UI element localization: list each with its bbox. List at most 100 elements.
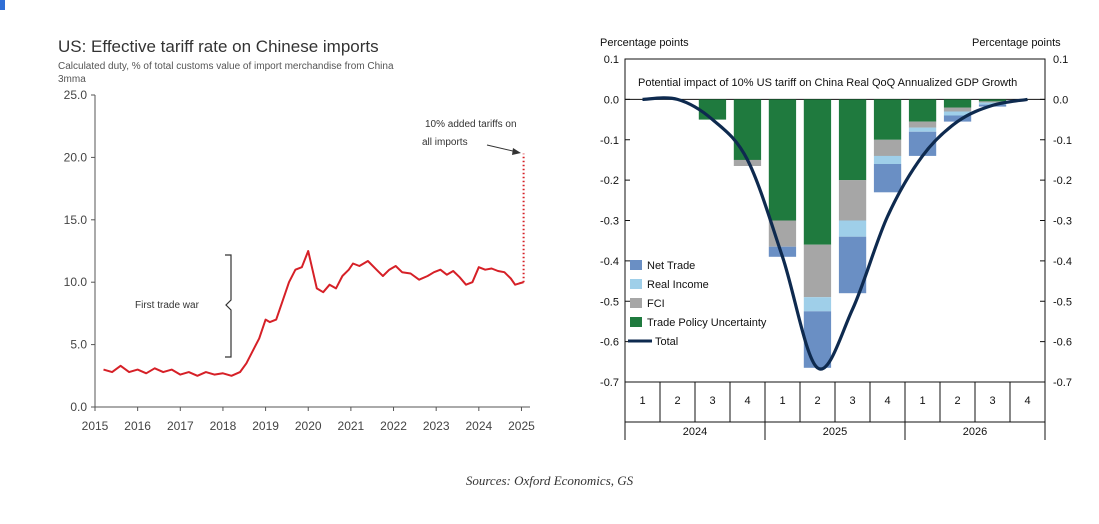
bar-segment-fci (943, 107, 972, 112)
bar-segment-trade-policy-uncertainty (768, 99, 797, 221)
left-y-tick-label: 25.0 (64, 88, 88, 102)
x-quarter-label: 4 (1024, 395, 1030, 407)
legend-swatch-net-trade (630, 260, 642, 270)
x-quarter-label: 2 (954, 395, 960, 407)
right-y-tick-label-right: -0.6 (1053, 337, 1072, 349)
left-x-tick-label: 2024 (465, 419, 492, 433)
legend-label: FCI (647, 298, 665, 310)
bar-segment-trade-policy-uncertainty (803, 99, 832, 245)
x-year-label: 2025 (823, 426, 847, 438)
legend-label: Real Income (647, 279, 709, 291)
legend-swatch-fci (630, 298, 642, 308)
left-x-tick-label: 2025 (508, 419, 535, 433)
annotation-first-trade-war: First trade war (135, 254, 232, 358)
legend-label: Trade Policy Uncertainty (647, 317, 767, 329)
bar-segment-trade-policy-uncertainty (698, 99, 727, 120)
bar-segment-trade-policy-uncertainty (873, 99, 902, 140)
x-quarter-label: 4 (744, 395, 750, 407)
bar-segment-real-income (803, 297, 832, 312)
left-x-tick-label: 2016 (124, 419, 151, 433)
right-y-tick-label-right: -0.5 (1053, 296, 1072, 308)
bar-segment-fci (908, 121, 937, 128)
left-y-tick-label: 0.0 (70, 400, 87, 414)
x-year-label: 2026 (963, 426, 987, 438)
left-chart-title: US: Effective tariff rate on Chinese imp… (58, 37, 379, 56)
x-quarter-label: 1 (919, 395, 925, 407)
total-line (642, 96, 1028, 371)
annotation-arrow (486, 144, 518, 153)
right-legend: Net Trade Real Income FCI Trade Policy Unce… (628, 260, 767, 348)
left-y-tick-label: 15.0 (64, 213, 88, 227)
bar-segment-real-income (908, 127, 937, 132)
legend-swatch-trade-policy-uncertainty (630, 317, 642, 327)
annotation-added-tariffs: 10% added tariffs on all imports (422, 119, 521, 155)
bar-segment-fci (978, 101, 1007, 103)
right-y-tick-label-left: -0.1 (600, 135, 619, 147)
left-x-tick-label: 2021 (338, 419, 365, 433)
right-total-line (642, 96, 1028, 371)
legend-label: Net Trade (647, 260, 695, 272)
right-y-tick-label-left: -0.5 (600, 296, 619, 308)
source-note: Sources: Oxford Economics, GS (465, 473, 634, 488)
right-y-tick-label-left: -0.2 (600, 175, 619, 187)
gdp-impact-chart: Percentage points Percentage points 0.1 0… (600, 37, 1072, 440)
x-quarter-label: 3 (989, 395, 995, 407)
bar-segment-fci (838, 180, 867, 221)
x-quarter-label: 3 (709, 395, 715, 407)
right-y-tick-label-left: -0.3 (600, 216, 619, 228)
trade-war-bracket (225, 254, 232, 358)
right-y-tick-label-right: -0.3 (1053, 216, 1072, 228)
tariff-rate-line (103, 250, 524, 377)
right-y-tick-label-right: 0.1 (1053, 54, 1068, 66)
annotation-added-tariffs-line2: all imports (422, 137, 468, 148)
bar-segment-trade-policy-uncertainty (978, 99, 1007, 102)
right-chart-title: Potential impact of 10% US tariff on Chi… (638, 77, 1017, 89)
bar-segment-trade-policy-uncertainty (838, 99, 867, 181)
brand-accent-bar (0, 0, 5, 10)
right-y-tick-label-left: -0.6 (600, 337, 619, 349)
annotation-arrowhead (512, 148, 521, 155)
right-ylabel-right: Percentage points (972, 37, 1061, 49)
bar-segment-real-income (978, 102, 1007, 105)
left-x-tick-label: 2015 (82, 419, 109, 433)
right-y-tick-label-right: -0.1 (1053, 135, 1072, 147)
right-y-tick-label-left: -0.7 (600, 377, 619, 389)
left-y-tick-label: 5.0 (70, 338, 87, 352)
bar-segment-fci (873, 139, 902, 156)
left-y-tick-label: 10.0 (64, 275, 88, 289)
right-y-tick-label-left: -0.4 (600, 256, 619, 268)
annotation-added-tariffs-line1: 10% added tariffs on (425, 119, 517, 130)
x-quarter-label: 2 (674, 395, 680, 407)
bar-segment-fci (803, 244, 832, 298)
annotation-first-trade-war-label: First trade war (135, 300, 200, 311)
right-y-tick-label-left: 0.0 (604, 94, 619, 106)
tariff-rate-chart: US: Effective tariff rate on Chinese imp… (58, 37, 535, 433)
bar-segment-net-trade (803, 311, 832, 368)
left-x-tick-label: 2023 (423, 419, 450, 433)
left-series (103, 153, 525, 377)
right-y-tick-label-right: -0.4 (1053, 256, 1072, 268)
right-y-tick-label-left: 0.1 (604, 54, 619, 66)
right-y-tick-label-right: -0.2 (1053, 175, 1072, 187)
left-x-tick-label: 2020 (295, 419, 322, 433)
x-year-label: 2024 (683, 426, 707, 438)
bar-segment-real-income (943, 111, 972, 116)
left-chart-subtitle-2: 3mma (58, 74, 86, 85)
left-x-tick-label: 2017 (167, 419, 194, 433)
bar-segment-trade-policy-uncertainty (733, 99, 762, 160)
left-x-tick-label: 2022 (380, 419, 407, 433)
right-bars (698, 99, 1007, 368)
legend-swatch-real-income (630, 279, 642, 289)
right-x-axis-table: 1 2 3 4 1 2 3 4 1 2 3 4 2024 2025 2026 (624, 382, 1046, 440)
left-x-tick-label: 2019 (252, 419, 279, 433)
left-x-tick-label: 2018 (210, 419, 237, 433)
x-quarter-label: 4 (884, 395, 890, 407)
bar-segment-real-income (873, 155, 902, 164)
bar-segment-real-income (838, 220, 867, 237)
x-quarter-label: 1 (639, 395, 645, 407)
x-quarter-label: 1 (779, 395, 785, 407)
x-quarter-label: 2 (814, 395, 820, 407)
bar-segment-trade-policy-uncertainty (943, 99, 972, 108)
right-y-tick-label-right: 0.0 (1053, 94, 1068, 106)
x-quarter-label: 3 (849, 395, 855, 407)
